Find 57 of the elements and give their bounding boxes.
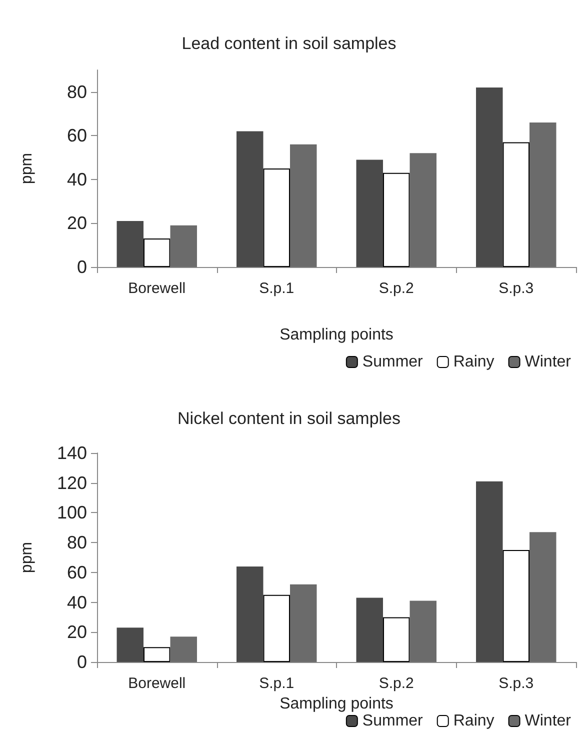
bar xyxy=(356,598,384,662)
bar xyxy=(383,617,410,662)
x-axis-title: Sampling points xyxy=(280,695,394,712)
bar xyxy=(502,142,530,267)
bar xyxy=(356,160,384,267)
y-tick-label: 140 xyxy=(56,443,87,463)
legend-label: Summer xyxy=(362,712,424,730)
bar xyxy=(263,168,290,267)
y-axis-title: ppm xyxy=(18,542,36,574)
chart-title: Nickel content in soil samples xyxy=(178,409,400,428)
y-tick-label: 40 xyxy=(66,592,87,612)
legend-label: Winter xyxy=(524,354,572,370)
y-tick-label: 60 xyxy=(66,562,87,582)
legend-label: Rainy xyxy=(453,712,494,730)
x-tick-label: S.p.3 xyxy=(498,675,534,692)
bar xyxy=(529,122,556,267)
y-tick-label: 80 xyxy=(66,82,87,102)
bar xyxy=(410,600,436,662)
bar xyxy=(170,225,197,267)
bar xyxy=(476,481,503,662)
bar xyxy=(410,153,436,267)
bar xyxy=(144,238,170,267)
x-tick-label: S.p.1 xyxy=(259,675,294,692)
y-tick-label: 0 xyxy=(76,652,87,672)
x-tick-label: Borewell xyxy=(128,280,186,297)
legend-label: Rainy xyxy=(453,354,494,370)
y-axis-title: ppm xyxy=(18,152,36,184)
bar xyxy=(502,550,530,662)
legend-label: Summer xyxy=(362,354,424,370)
bar xyxy=(476,88,503,267)
y-tick-label: 80 xyxy=(66,532,87,553)
x-tick-label: S.p.2 xyxy=(378,280,414,297)
y-tick-label: 0 xyxy=(76,257,87,277)
bar xyxy=(116,221,144,267)
bar xyxy=(144,647,170,662)
bar xyxy=(529,532,556,662)
y-tick-label: 20 xyxy=(66,622,87,642)
y-tick-label: 40 xyxy=(66,169,87,190)
chart-title: Lead content in soil samples xyxy=(182,34,396,53)
y-tick-label: 120 xyxy=(56,472,87,493)
x-tick-label: Borewell xyxy=(128,675,186,692)
x-tick-label: S.p.1 xyxy=(259,280,294,297)
bar xyxy=(116,628,144,662)
x-tick-label: S.p.3 xyxy=(498,280,534,297)
y-tick-label: 20 xyxy=(66,213,87,234)
bar xyxy=(263,594,290,662)
y-tick-label: 100 xyxy=(56,502,87,523)
bar xyxy=(170,636,197,662)
y-tick-label: 60 xyxy=(66,126,87,146)
x-tick-label: S.p.2 xyxy=(378,675,414,692)
bar xyxy=(290,144,317,267)
bar xyxy=(383,172,410,267)
bar xyxy=(236,566,264,662)
bar xyxy=(236,131,264,267)
x-axis-title: Sampling points xyxy=(280,326,394,344)
bar xyxy=(290,584,317,662)
legend-label: Winter xyxy=(524,712,572,730)
